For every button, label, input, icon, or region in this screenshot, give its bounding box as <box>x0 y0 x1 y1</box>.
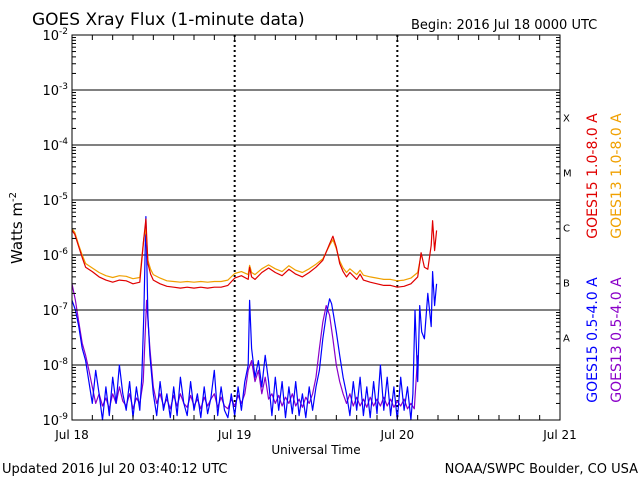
legend: GOES15 1.0-8.0 A GOES13 1.0-8.0 A GOES15 0… <box>585 113 625 403</box>
legend-entry: GOES15 0.5-4.0 A <box>585 277 601 403</box>
begin-label: Begin: 2016 Jul 18 0000 UTC <box>411 18 597 33</box>
y-axis-label-base: Watts m <box>8 202 26 264</box>
y-tick-label-base: 10 <box>42 414 59 429</box>
y-tick-label-base: 10 <box>42 359 59 374</box>
y-tick-label: 10-5 <box>42 192 68 209</box>
series-line <box>71 283 419 410</box>
y-tick-label-exp: -2 <box>59 27 68 37</box>
x-tick-label: Jul 21 <box>542 428 577 442</box>
updated-timestamp: Updated 2016 Jul 20 03:40:12 UTC <box>2 462 227 477</box>
x-tick-label: Jul 19 <box>217 428 252 442</box>
flare-class-label: A <box>563 334 570 345</box>
y-tick-label-base: 10 <box>42 249 59 264</box>
y-tick-label-base: 10 <box>42 139 59 154</box>
y-tick-label: 10-9 <box>42 412 68 429</box>
y-tick-label: 10-6 <box>42 247 68 264</box>
y-tick-label-exp: -8 <box>59 357 68 367</box>
y-tick-label: 10-3 <box>42 82 68 99</box>
series-line <box>71 218 438 289</box>
y-tick-label-base: 10 <box>42 29 59 44</box>
flare-class-label: M <box>563 169 572 180</box>
y-tick-label-base: 10 <box>42 194 59 209</box>
legend-entry: GOES15 1.0-8.0 A <box>585 113 601 239</box>
y-tick-label: 10-7 <box>42 302 68 319</box>
y-tick-label-exp: -6 <box>59 247 68 257</box>
y-tick-label-exp: -7 <box>59 302 68 312</box>
y-tick-label: 10-8 <box>42 357 68 374</box>
y-tick-label-base: 10 <box>42 304 59 319</box>
x-tick-label: Jul 20 <box>380 428 415 442</box>
y-tick-label-exp: -9 <box>59 412 68 422</box>
flare-class-label: C <box>563 224 570 235</box>
x-axis-label: Universal Time <box>271 443 360 457</box>
y-tick-label-exp: -3 <box>59 82 68 92</box>
series-layer <box>71 216 438 421</box>
legend-entry: GOES13 1.0-8.0 A <box>609 113 625 239</box>
y-tick-label-exp: -4 <box>59 137 68 147</box>
legend-entry: GOES13 0.5-4.0 A <box>609 277 625 403</box>
y-tick-label-base: 10 <box>42 84 59 99</box>
flare-class-layer: X M C B A <box>563 114 572 345</box>
y-axis-label: Watts m-2 <box>8 192 26 264</box>
flare-class-label: X <box>563 114 570 125</box>
series-line <box>71 216 438 421</box>
y-axis-label-exp: -2 <box>8 192 19 202</box>
y-tick-label: 10-2 <box>42 27 68 44</box>
credit-label: NOAA/SWPC Boulder, CO USA <box>445 462 638 477</box>
chart-title: GOES Xray Flux (1-minute data) <box>32 10 305 30</box>
y-tick-label-exp: -5 <box>59 192 68 202</box>
y-tick-label: 10-4 <box>42 137 68 154</box>
x-tick-label: Jul 18 <box>54 428 89 442</box>
grid-layer <box>72 35 560 420</box>
flare-class-label: B <box>563 279 570 290</box>
